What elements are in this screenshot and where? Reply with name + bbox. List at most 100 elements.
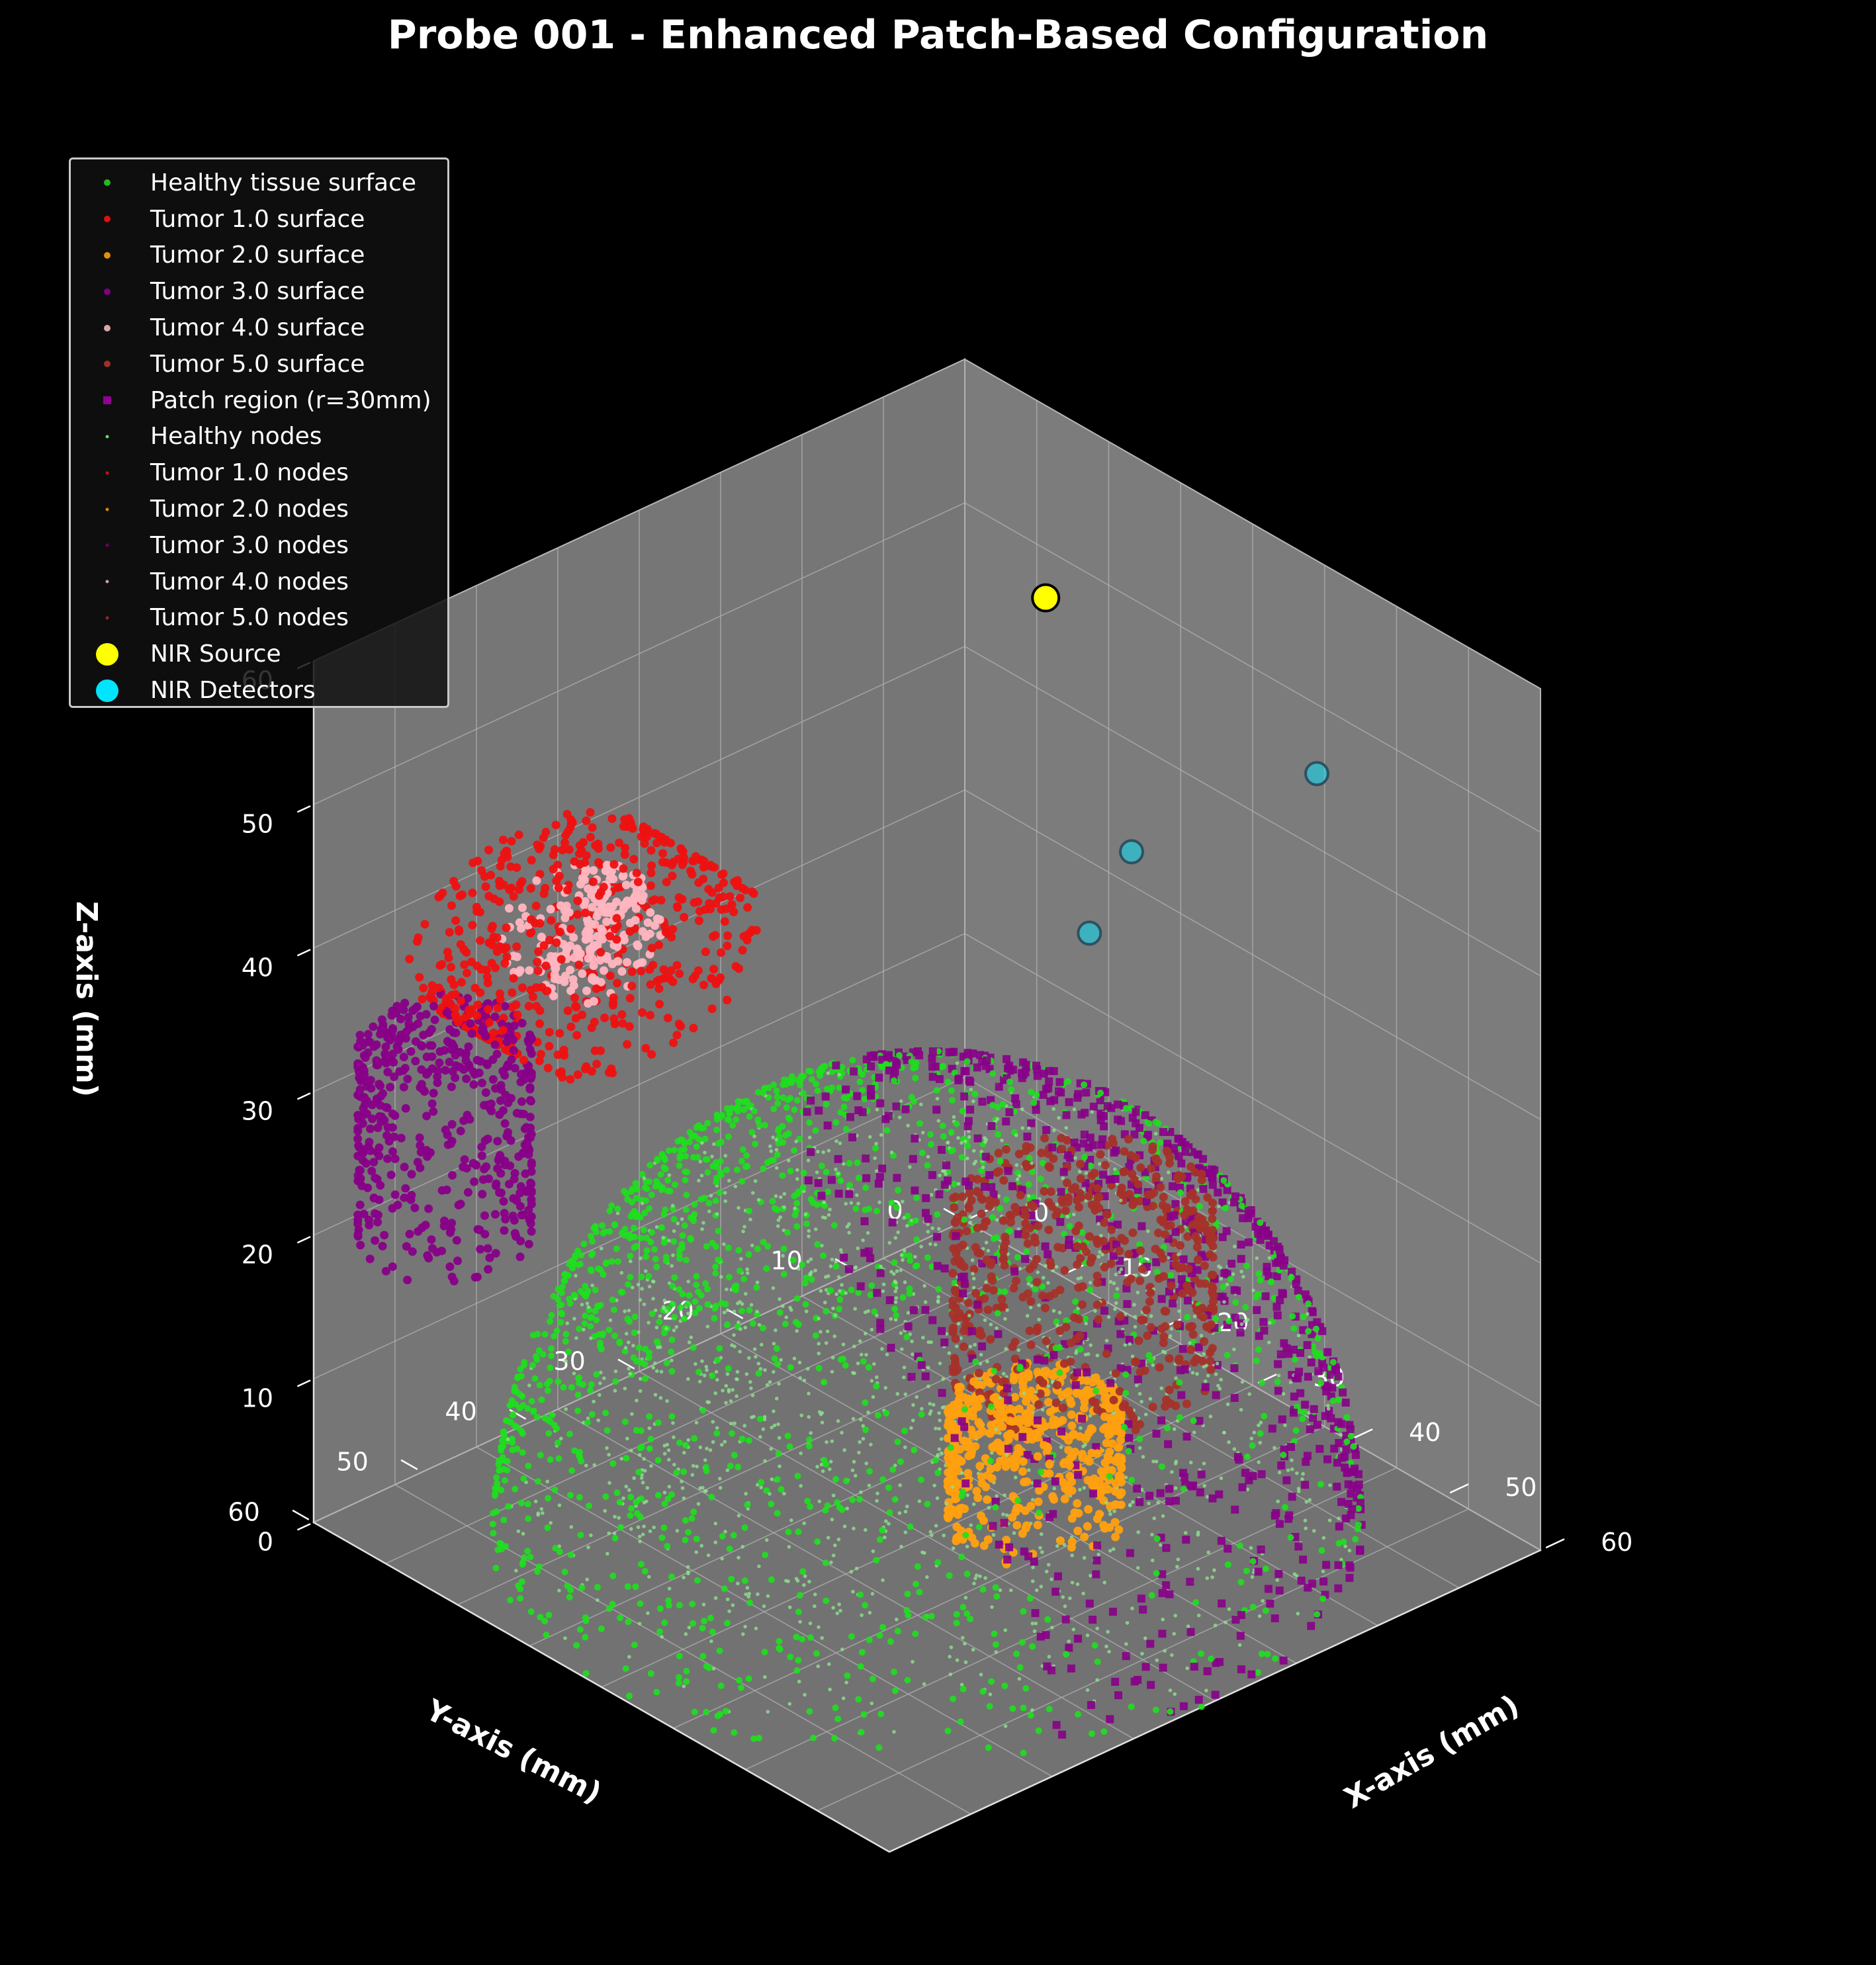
healthy-surface-point xyxy=(676,1155,684,1162)
tumor-5-point xyxy=(1126,1274,1136,1284)
healthy-node-point xyxy=(771,1135,775,1139)
healthy-node-point xyxy=(1027,1126,1031,1130)
tumor-1-point xyxy=(447,975,456,984)
healthy-node-point xyxy=(832,1334,837,1338)
healthy-node-point xyxy=(1308,1498,1312,1502)
healthy-surface-point xyxy=(613,1245,620,1252)
tumor-3-point xyxy=(480,1164,489,1174)
healthy-node-point xyxy=(763,1368,767,1372)
healthy-surface-point xyxy=(784,1229,791,1236)
grid-line xyxy=(313,502,965,805)
healthy-surface-point xyxy=(793,1096,801,1104)
healthy-surface-point xyxy=(849,1057,856,1064)
tumor-3-point xyxy=(473,1225,482,1234)
tumor-1-point xyxy=(581,908,590,918)
healthy-node-point xyxy=(1084,1171,1089,1175)
tumor-3-point xyxy=(443,1140,453,1149)
healthy-node-point xyxy=(1017,1174,1022,1178)
patch-point xyxy=(1169,1299,1177,1308)
healthy-node-point xyxy=(1005,1308,1009,1312)
healthy-node-point xyxy=(729,1421,733,1426)
healthy-surface-point xyxy=(545,1430,553,1437)
healthy-node-point xyxy=(853,1307,857,1311)
tumor-2-point xyxy=(1018,1382,1028,1391)
healthy-surface-point xyxy=(1314,1334,1321,1342)
tumor-1-point xyxy=(482,965,491,975)
tumor-5-point xyxy=(971,1289,981,1298)
healthy-surface-point xyxy=(504,1467,511,1474)
healthy-node-point xyxy=(617,1516,621,1520)
patch-point xyxy=(1241,1469,1249,1477)
healthy-node-point xyxy=(874,1169,879,1173)
tumor-2-point xyxy=(1009,1376,1018,1385)
healthy-node-point xyxy=(1112,1509,1116,1513)
healthy-surface-point xyxy=(735,1246,742,1254)
grid-line xyxy=(964,1220,1541,1551)
healthy-node-point xyxy=(749,1303,754,1307)
healthy-surface-point xyxy=(684,1300,692,1307)
healthy-surface-point xyxy=(703,1156,711,1163)
tumor-4-point xyxy=(546,904,555,914)
healthy-node-point xyxy=(727,1178,731,1183)
healthy-node-point xyxy=(1014,1133,1018,1137)
healthy-node-point xyxy=(1008,1588,1013,1593)
tumor-2-point xyxy=(1021,1409,1030,1419)
healthy-node-point xyxy=(1215,1362,1220,1366)
tumor-1-point xyxy=(694,878,703,887)
healthy-node-point xyxy=(794,1139,798,1144)
healthy-node-point xyxy=(605,1551,609,1556)
patch-point xyxy=(1027,1119,1036,1127)
healthy-surface-point xyxy=(637,1359,645,1366)
tumor-3-point xyxy=(443,1130,452,1139)
healthy-node-point xyxy=(874,1141,878,1146)
patch-point xyxy=(1159,1127,1167,1136)
patch-point xyxy=(1307,1358,1316,1367)
healthy-node-point xyxy=(772,1370,776,1374)
tumor-1-point xyxy=(513,1010,522,1020)
healthy-node-point xyxy=(1241,1274,1245,1279)
healthy-surface-point xyxy=(611,1221,619,1229)
patch-point xyxy=(1235,1456,1243,1464)
healthy-node-point xyxy=(1177,1309,1181,1313)
healthy-surface-point xyxy=(509,1446,516,1454)
healthy-surface-point xyxy=(681,1315,688,1323)
healthy-node-point xyxy=(1108,1512,1112,1516)
healthy-surface-point xyxy=(645,1178,652,1186)
healthy-surface-point xyxy=(705,1200,713,1207)
tumor-5-point xyxy=(1076,1159,1085,1168)
tumor-1-point xyxy=(716,973,725,983)
healthy-surface-point xyxy=(752,1140,759,1147)
tumor-1-point xyxy=(688,869,697,879)
healthy-node-point xyxy=(628,1259,633,1264)
tumor-1-point xyxy=(463,969,472,978)
healthy-node-point xyxy=(844,1291,848,1295)
patch-point xyxy=(858,1108,867,1116)
healthy-node-point xyxy=(582,1327,586,1332)
tumor-4-point xyxy=(590,884,600,893)
healthy-node-point xyxy=(937,1411,941,1415)
healthy-surface-point xyxy=(647,1239,654,1246)
healthy-surface-point xyxy=(1314,1610,1321,1618)
healthy-node-point xyxy=(1173,1462,1178,1465)
healthy-surface-point xyxy=(506,1402,514,1409)
tumor-3-point xyxy=(373,1123,382,1133)
healthy-surface-point xyxy=(711,1315,718,1322)
patch-point xyxy=(862,1154,870,1162)
patch-point xyxy=(842,1085,850,1094)
healthy-node-point xyxy=(662,1452,667,1456)
healthy-node-point xyxy=(1202,1483,1206,1488)
healthy-surface-point xyxy=(906,1290,913,1297)
healthy-surface-point xyxy=(588,1381,595,1388)
patch-point xyxy=(1321,1412,1329,1420)
healthy-node-point xyxy=(1326,1407,1331,1411)
tumor-5-point xyxy=(1044,1198,1053,1207)
tumor-3-point xyxy=(375,1029,384,1039)
healthy-surface-point xyxy=(1300,1313,1307,1321)
healthy-node-point xyxy=(636,1282,641,1287)
healthy-surface-point xyxy=(742,1152,750,1159)
tumor-4-point xyxy=(584,999,593,1008)
healthy-surface-point xyxy=(535,1563,543,1570)
patch-point xyxy=(1296,1348,1305,1357)
healthy-node-point xyxy=(776,1422,780,1426)
tumor-4-point xyxy=(566,965,575,975)
